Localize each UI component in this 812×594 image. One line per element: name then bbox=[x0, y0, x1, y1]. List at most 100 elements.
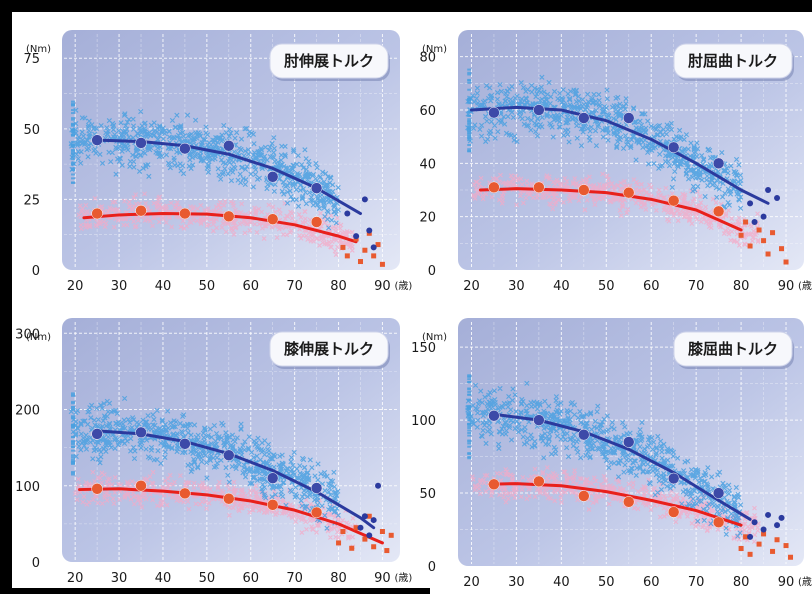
x-tick-label: 90 bbox=[374, 279, 391, 294]
male-elderly-point bbox=[765, 511, 772, 518]
male-mean-point bbox=[91, 134, 103, 146]
male-elderly-point bbox=[357, 524, 364, 531]
y-tick-label: 60 bbox=[419, 104, 436, 119]
male-elderly-point bbox=[366, 532, 373, 539]
title-badge bbox=[673, 331, 793, 367]
female-elderly-point bbox=[756, 541, 762, 547]
title-badge bbox=[269, 43, 389, 79]
female-fit-line bbox=[487, 482, 743, 527]
scatter-band bbox=[467, 68, 472, 153]
female-elderly-point bbox=[384, 548, 390, 554]
male-mean-point bbox=[266, 472, 279, 484]
x-tick-label: 50 bbox=[598, 279, 615, 294]
x-tick-label: 20 bbox=[463, 575, 480, 590]
female-elderly-point bbox=[362, 247, 368, 253]
female-mean-point bbox=[223, 210, 235, 223]
female-elderly-point bbox=[774, 537, 780, 543]
y-tick-label: 0 bbox=[32, 556, 40, 571]
scatter-cloud bbox=[465, 380, 761, 545]
female-mean-point bbox=[310, 216, 323, 228]
male-mean-point bbox=[667, 472, 680, 485]
chart-svg: 0 20 40 60 80 20 30 40 50 60 70 80 90(歳) (Nm) 肘屈曲トルク bbox=[419, 30, 812, 294]
male-elderly-point bbox=[774, 522, 781, 529]
chart-svg: 0 50 100 150 20 30 40 50 60 70 80 90(歳) (Nm) 膝屈曲トルク bbox=[411, 318, 812, 590]
male-mean-point bbox=[135, 137, 147, 149]
x-tick-label: 90 bbox=[778, 575, 795, 590]
y-axis-unit: (Nm) bbox=[26, 332, 51, 343]
female-mean-point bbox=[488, 478, 500, 491]
female-elderly-point bbox=[743, 219, 749, 225]
y-tick-label: 25 bbox=[23, 193, 40, 208]
male-elderly-point bbox=[361, 196, 368, 203]
male-elderly-point bbox=[747, 200, 754, 207]
x-tick-label: 90 bbox=[778, 279, 795, 294]
x-tick-label: 70 bbox=[688, 575, 705, 590]
female-mean-point bbox=[578, 490, 590, 502]
x-tick-label: 40 bbox=[155, 571, 172, 586]
frame-border-bottom bbox=[0, 588, 430, 594]
male-mean-point bbox=[578, 112, 590, 124]
female-elderly-point bbox=[783, 259, 789, 265]
female-elderly-point bbox=[344, 253, 350, 259]
male-mean-point bbox=[533, 104, 545, 116]
y-axis-unit: (Nm) bbox=[422, 44, 447, 55]
male-elderly-point bbox=[760, 526, 767, 533]
female-mean-point bbox=[712, 516, 725, 528]
x-tick-label: 80 bbox=[733, 575, 750, 590]
x-tick-label: 20 bbox=[67, 571, 84, 586]
y-tick-label: 20 bbox=[419, 211, 436, 226]
female-elderly-point bbox=[788, 554, 794, 560]
female-elderly-point bbox=[375, 242, 381, 248]
male-elderly-point bbox=[361, 513, 368, 520]
female-mean-point bbox=[266, 499, 279, 511]
male-mean-point bbox=[310, 482, 323, 494]
male-mean-point bbox=[179, 142, 191, 155]
chart-svg: 0 100 200 300 20 30 40 50 60 70 80 90 (歳) (Nm) 膝伸展トルク bbox=[15, 318, 412, 586]
y-tick-label: 300 bbox=[15, 327, 40, 342]
female-mean-point bbox=[533, 475, 545, 488]
y-tick-label: 100 bbox=[411, 414, 436, 429]
female-elderly-point bbox=[371, 253, 377, 259]
female-mean-point bbox=[179, 207, 191, 220]
male-elderly-point bbox=[774, 195, 781, 201]
female-mean-point bbox=[667, 194, 680, 207]
female-mean-point bbox=[91, 483, 103, 495]
male-elderly-point bbox=[760, 213, 767, 220]
title-badge bbox=[673, 43, 793, 79]
male-mean-point bbox=[578, 428, 590, 441]
frame-border-left bbox=[0, 0, 12, 594]
female-elderly-point bbox=[371, 544, 377, 550]
male-fit-line bbox=[469, 105, 770, 205]
x-tick-label: 90 bbox=[374, 571, 391, 586]
female-mean-point bbox=[135, 204, 147, 217]
female-elderly-point bbox=[770, 548, 776, 554]
male-mean-point bbox=[91, 428, 103, 440]
male-elderly-point bbox=[765, 187, 772, 193]
x-tick-label: 30 bbox=[111, 571, 128, 586]
female-mean-point bbox=[623, 496, 635, 508]
female-elderly-point bbox=[747, 551, 753, 557]
y-tick-label: 80 bbox=[419, 51, 436, 66]
female-mean-point bbox=[533, 181, 545, 194]
x-axis-unit: (歳) bbox=[798, 280, 812, 292]
female-mean-point bbox=[179, 487, 191, 500]
female-elderly-point bbox=[738, 232, 744, 238]
female-mean-point bbox=[310, 506, 323, 519]
x-tick-label: 60 bbox=[242, 279, 259, 294]
female-elderly-point bbox=[366, 513, 372, 519]
x-tick-label: 20 bbox=[67, 279, 84, 294]
female-elderly-point bbox=[779, 246, 785, 252]
female-elderly-point bbox=[761, 531, 767, 537]
y-tick-label: 150 bbox=[411, 341, 436, 356]
male-mean-point bbox=[310, 182, 323, 194]
male-elderly-point bbox=[353, 233, 360, 240]
male-elderly-point bbox=[370, 517, 377, 524]
male-mean-point bbox=[266, 171, 279, 183]
y-axis-unit: (Nm) bbox=[26, 44, 51, 55]
male-fit-line bbox=[95, 429, 376, 530]
scatter-cloud bbox=[68, 107, 359, 258]
female-mean-point bbox=[223, 492, 235, 505]
x-axis-unit: (歳) bbox=[394, 280, 412, 292]
chart-panel-knee-flexion: 0 50 100 150 20 30 40 50 60 70 80 90(歳) (Nm) 膝屈曲トルク bbox=[408, 300, 812, 594]
female-mean-point bbox=[578, 184, 590, 196]
